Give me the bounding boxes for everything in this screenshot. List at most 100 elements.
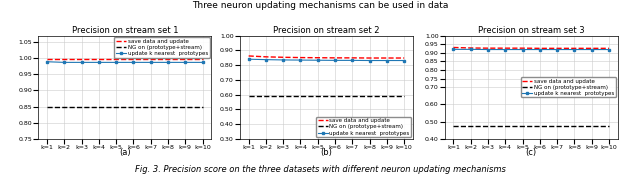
update k nearest  prototypes [518,48,526,51]
NG on (prototype+stream) [518,125,526,127]
Legend: save data and update, NG on (prototype+stream), update k nearest  prototypes: save data and update, NG on (prototype+s… [316,117,411,137]
NG on (prototype+stream) [314,95,321,97]
update k nearest  prototypes [147,61,155,63]
save data and update [297,56,305,59]
Line: update k nearest  prototypes: update k nearest prototypes [45,60,204,64]
save data and update [383,57,390,59]
save data and update [484,47,492,49]
save data and update [518,47,526,49]
Text: (a): (a) [119,148,131,157]
NG on (prototype+stream) [484,125,492,127]
update k nearest  prototypes [484,48,492,51]
update k nearest  prototypes [182,61,189,63]
save data and update [280,56,287,58]
update k nearest  prototypes [129,61,138,63]
update k nearest  prototypes [164,61,172,63]
update k nearest  prototypes [245,58,253,60]
save data and update [78,57,86,60]
save data and update [467,47,475,49]
save data and update [164,57,172,60]
save data and update [553,47,561,49]
NG on (prototype+stream) [280,95,287,97]
Text: (c): (c) [525,148,537,157]
update k nearest  prototypes [366,59,374,62]
NG on (prototype+stream) [95,106,102,108]
NG on (prototype+stream) [502,125,509,127]
Text: (b): (b) [321,148,332,157]
NG on (prototype+stream) [332,95,339,97]
update k nearest  prototypes [332,59,339,61]
save data and update [314,57,321,59]
save data and update [129,57,138,60]
save data and update [60,57,68,60]
NG on (prototype+stream) [536,125,544,127]
Line: update k nearest  prototypes: update k nearest prototypes [452,48,611,51]
Line: update k nearest  prototypes: update k nearest prototypes [247,58,406,62]
save data and update [95,57,102,60]
update k nearest  prototypes [449,48,457,50]
NG on (prototype+stream) [198,106,206,108]
update k nearest  prototypes [60,61,68,63]
Text: Fig. 3. Precision score on the three datasets with different neuron updating mec: Fig. 3. Precision score on the three dat… [134,165,506,174]
save data and update [332,57,339,59]
NG on (prototype+stream) [553,125,561,127]
NG on (prototype+stream) [349,95,356,97]
save data and update [147,57,155,60]
Title: Precision on stream set 3: Precision on stream set 3 [478,26,584,35]
update k nearest  prototypes [280,59,287,61]
NG on (prototype+stream) [182,106,189,108]
update k nearest  prototypes [467,48,475,50]
NG on (prototype+stream) [605,125,613,127]
NG on (prototype+stream) [366,95,374,97]
save data and update [401,57,408,59]
update k nearest  prototypes [605,48,613,51]
save data and update [113,57,120,60]
update k nearest  prototypes [198,61,206,63]
update k nearest  prototypes [349,59,356,61]
update k nearest  prototypes [43,61,51,63]
save data and update [571,47,579,49]
NG on (prototype+stream) [571,125,579,127]
NG on (prototype+stream) [164,106,172,108]
update k nearest  prototypes [502,48,509,51]
NG on (prototype+stream) [245,95,253,97]
save data and update [198,57,206,60]
save data and update [349,57,356,59]
NG on (prototype+stream) [60,106,68,108]
update k nearest  prototypes [113,61,120,63]
update k nearest  prototypes [383,59,390,62]
NG on (prototype+stream) [297,95,305,97]
update k nearest  prototypes [401,59,408,62]
Legend: save data and update, NG on (prototype+stream), update k nearest  prototypes: save data and update, NG on (prototype+s… [115,37,209,58]
update k nearest  prototypes [95,61,102,63]
NG on (prototype+stream) [129,106,138,108]
save data and update [502,47,509,49]
update k nearest  prototypes [262,59,270,61]
Title: Precision on stream set 1: Precision on stream set 1 [72,26,178,35]
update k nearest  prototypes [314,59,321,61]
update k nearest  prototypes [588,48,596,51]
Title: Precision on stream set 2: Precision on stream set 2 [273,26,380,35]
Text: Three neuron updating mechanisms can be used in data: Three neuron updating mechanisms can be … [192,1,448,10]
update k nearest  prototypes [78,61,86,63]
save data and update [449,46,457,49]
save data and update [245,55,253,57]
NG on (prototype+stream) [43,106,51,108]
NG on (prototype+stream) [401,95,408,97]
save data and update [262,56,270,58]
Legend: save data and update, NG on (prototype+stream), update k nearest  prototypes: save data and update, NG on (prototype+s… [521,77,616,98]
save data and update [536,47,544,49]
NG on (prototype+stream) [588,125,596,127]
update k nearest  prototypes [571,48,579,51]
NG on (prototype+stream) [262,95,270,97]
NG on (prototype+stream) [78,106,86,108]
save data and update [588,47,596,49]
NG on (prototype+stream) [147,106,155,108]
NG on (prototype+stream) [383,95,390,97]
NG on (prototype+stream) [467,125,475,127]
NG on (prototype+stream) [113,106,120,108]
Line: save data and update: save data and update [249,56,404,58]
update k nearest  prototypes [536,48,544,51]
save data and update [43,57,51,60]
update k nearest  prototypes [553,48,561,51]
